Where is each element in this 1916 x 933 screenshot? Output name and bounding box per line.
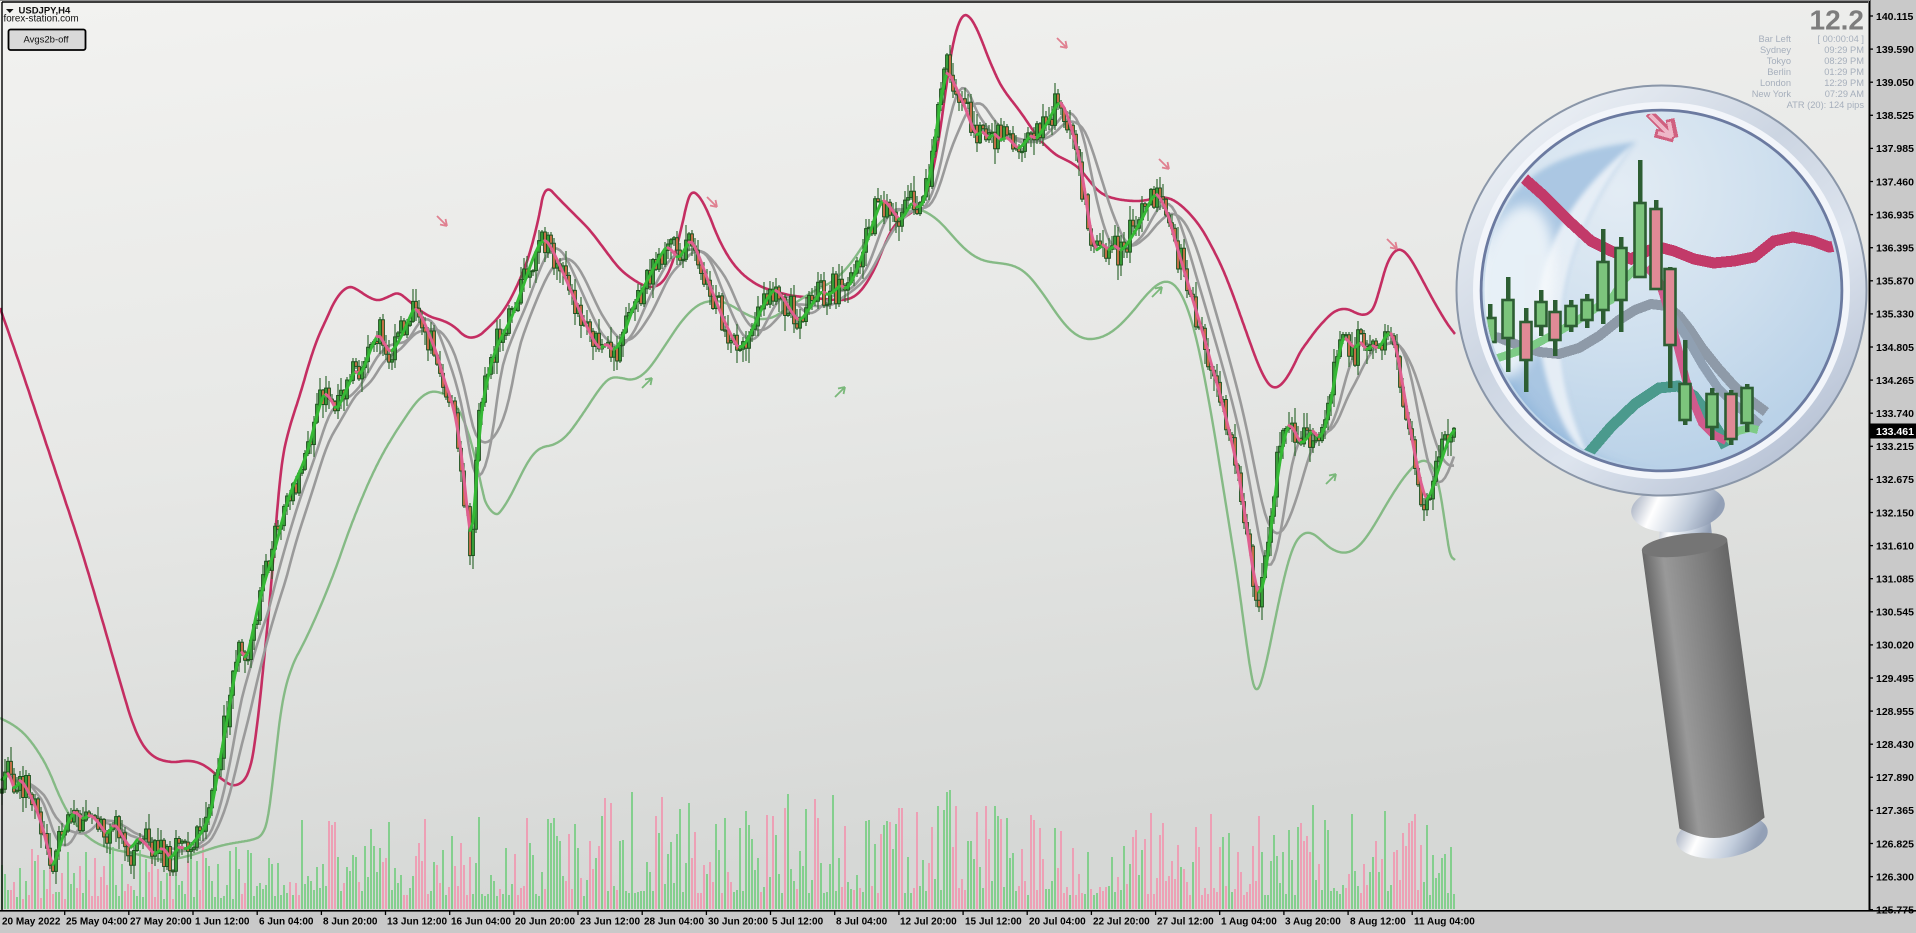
svg-text:134.805: 134.805 xyxy=(1876,342,1914,354)
svg-text:128.430: 128.430 xyxy=(1876,739,1914,751)
svg-text:11 Aug 04:00: 11 Aug 04:00 xyxy=(1414,917,1475,928)
svg-text:139.050: 139.050 xyxy=(1876,77,1914,89)
svg-text:132.675: 132.675 xyxy=(1876,474,1914,486)
svg-text:8 Jul 04:00: 8 Jul 04:00 xyxy=(836,917,888,928)
svg-text:125.775: 125.775 xyxy=(1876,905,1914,917)
svg-text:Berlin: Berlin xyxy=(1767,67,1791,77)
svg-text:6 Jun 04:00: 6 Jun 04:00 xyxy=(259,917,314,928)
svg-text:[ 00:00:04 ]: [ 00:00:04 ] xyxy=(1817,34,1864,44)
svg-text:133.461: 133.461 xyxy=(1876,426,1914,438)
svg-text:USDJPY,H4: USDJPY,H4 xyxy=(19,6,71,17)
svg-text:140.115: 140.115 xyxy=(1876,11,1914,23)
svg-text:137.985: 137.985 xyxy=(1876,143,1914,155)
svg-text:Sydney: Sydney xyxy=(1760,45,1791,55)
svg-text:20 Jul 04:00: 20 Jul 04:00 xyxy=(1029,917,1086,928)
svg-text:27 May 20:00: 27 May 20:00 xyxy=(130,917,192,928)
svg-text:Tokyo: Tokyo xyxy=(1767,56,1791,66)
svg-text:3 Aug 20:00: 3 Aug 20:00 xyxy=(1285,917,1341,928)
svg-text:129.495: 129.495 xyxy=(1876,673,1914,685)
svg-text:Bar Left: Bar Left xyxy=(1758,34,1791,44)
svg-text:28 Jun 04:00: 28 Jun 04:00 xyxy=(644,917,704,928)
svg-text:16 Jun 04:00: 16 Jun 04:00 xyxy=(451,917,511,928)
svg-text:12 Jul 20:00: 12 Jul 20:00 xyxy=(900,917,957,928)
svg-text:5 Jul 12:00: 5 Jul 12:00 xyxy=(772,917,824,928)
svg-text:20 May 2022: 20 May 2022 xyxy=(2,917,61,928)
svg-text:133.215: 133.215 xyxy=(1876,441,1914,453)
svg-text:New York: New York xyxy=(1752,89,1792,99)
svg-text:130.545: 130.545 xyxy=(1876,607,1914,619)
svg-text:135.330: 135.330 xyxy=(1876,309,1914,321)
svg-text:01:29 PM: 01:29 PM xyxy=(1824,67,1864,77)
svg-text:132.150: 132.150 xyxy=(1876,507,1914,519)
svg-text:126.825: 126.825 xyxy=(1876,838,1914,850)
svg-text:25 May 04:00: 25 May 04:00 xyxy=(66,917,128,928)
svg-text:forex-station.com: forex-station.com xyxy=(4,14,79,25)
svg-text:30 Jun 20:00: 30 Jun 20:00 xyxy=(708,917,768,928)
svg-text:09:29 PM: 09:29 PM xyxy=(1824,45,1864,55)
svg-text:126.300: 126.300 xyxy=(1876,871,1914,883)
svg-text:London: London xyxy=(1760,78,1791,88)
svg-text:139.590: 139.590 xyxy=(1876,44,1914,56)
svg-text:130.020: 130.020 xyxy=(1876,640,1914,652)
svg-text:138.525: 138.525 xyxy=(1876,110,1914,122)
svg-text:ATR (20): 124 pips: ATR (20): 124 pips xyxy=(1787,100,1865,110)
svg-text:8 Aug 12:00: 8 Aug 12:00 xyxy=(1350,917,1406,928)
svg-text:8 Jun 20:00: 8 Jun 20:00 xyxy=(323,917,378,928)
svg-text:07:29 AM: 07:29 AM xyxy=(1825,89,1864,99)
svg-text:27 Jul 12:00: 27 Jul 12:00 xyxy=(1157,917,1214,928)
svg-text:127.365: 127.365 xyxy=(1876,805,1914,817)
svg-text:135.870: 135.870 xyxy=(1876,276,1914,288)
svg-text:20 Jun 20:00: 20 Jun 20:00 xyxy=(515,917,575,928)
svg-text:137.460: 137.460 xyxy=(1876,176,1914,188)
svg-text:1 Aug 04:00: 1 Aug 04:00 xyxy=(1221,917,1277,928)
svg-text:131.085: 131.085 xyxy=(1876,574,1914,586)
svg-text:1 Jun 12:00: 1 Jun 12:00 xyxy=(195,917,250,928)
svg-text:15 Jul 12:00: 15 Jul 12:00 xyxy=(965,917,1022,928)
svg-text:23 Jun 12:00: 23 Jun 12:00 xyxy=(580,917,640,928)
svg-text:12.2: 12.2 xyxy=(1810,5,1865,36)
svg-text:133.740: 133.740 xyxy=(1876,408,1914,420)
svg-text:136.395: 136.395 xyxy=(1876,243,1914,255)
svg-text:136.935: 136.935 xyxy=(1876,209,1914,221)
svg-text:22 Jul 20:00: 22 Jul 20:00 xyxy=(1093,917,1150,928)
svg-text:12:29 PM: 12:29 PM xyxy=(1824,78,1864,88)
svg-text:131.610: 131.610 xyxy=(1876,540,1914,552)
svg-text:134.265: 134.265 xyxy=(1876,375,1914,387)
svg-text:127.890: 127.890 xyxy=(1876,772,1914,784)
svg-text:Avgs2b-off: Avgs2b-off xyxy=(23,35,68,46)
svg-text:08:29 PM: 08:29 PM xyxy=(1824,56,1864,66)
svg-text:128.955: 128.955 xyxy=(1876,706,1914,718)
svg-text:13 Jun 12:00: 13 Jun 12:00 xyxy=(387,917,447,928)
